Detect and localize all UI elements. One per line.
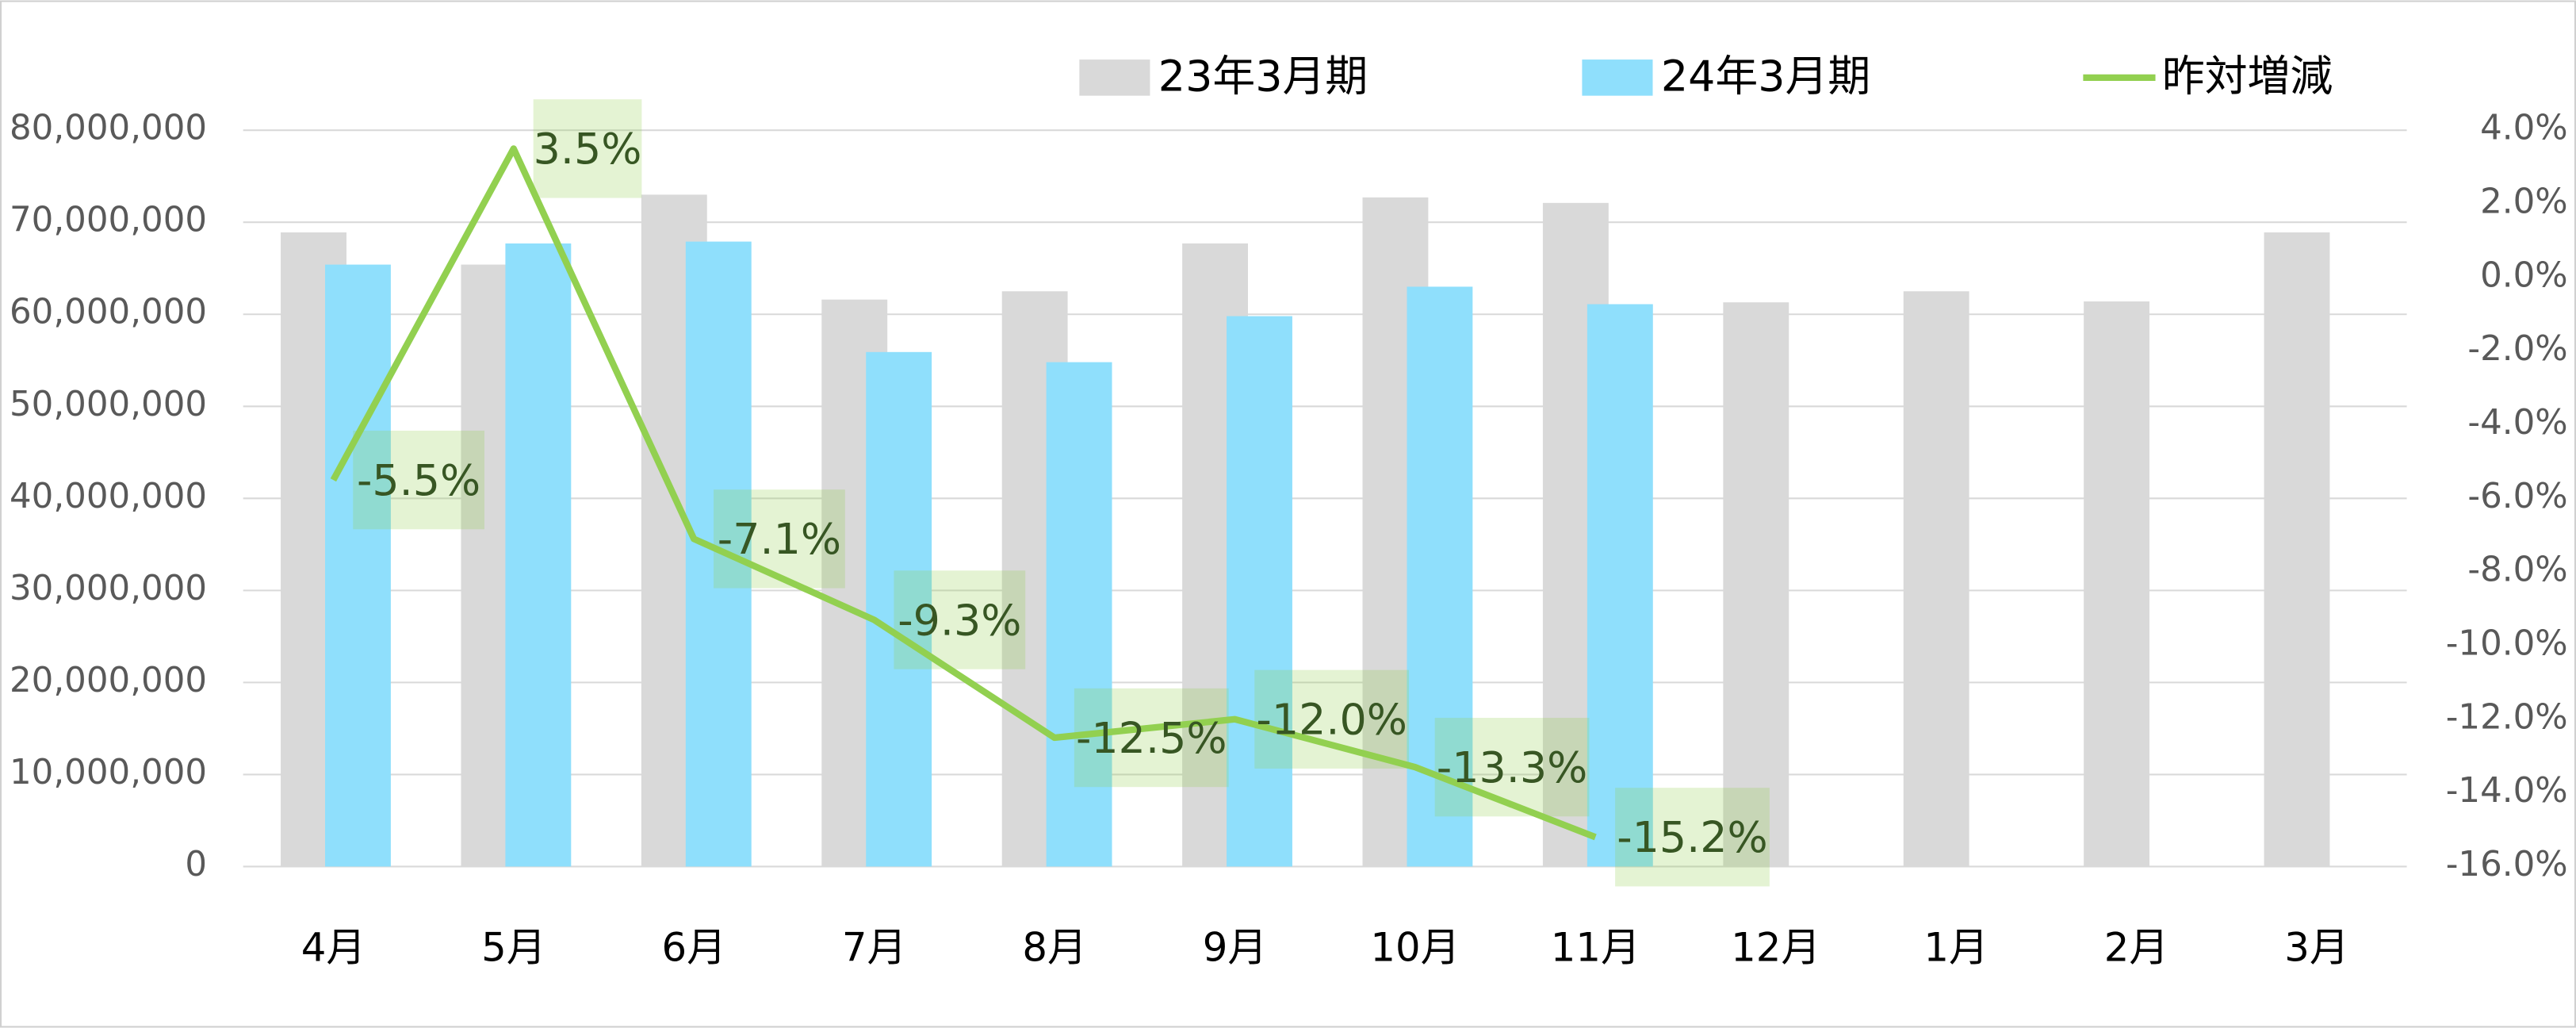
x-tick-label: 2月 xyxy=(2104,925,2168,971)
x-tick-label: 6月 xyxy=(662,925,726,971)
y2-tick-label: 4.0% xyxy=(2480,109,2568,148)
line xyxy=(330,145,1597,841)
y-tick-label: 0 xyxy=(185,845,207,884)
y2-tick-label: -12.0% xyxy=(2446,697,2568,737)
y2-tick-label: -4.0% xyxy=(2467,403,2567,443)
data-label-box xyxy=(533,99,642,198)
y-tick-label: 60,000,000 xyxy=(10,293,207,332)
x-tick-label: 4月 xyxy=(301,925,366,971)
bar xyxy=(505,243,572,867)
y2-tick-label: -2.0% xyxy=(2467,329,2567,369)
y2-tick-label: -6.0% xyxy=(2467,477,2567,516)
y-tick-label: 80,000,000 xyxy=(10,109,207,148)
y2-tick-label: 0.0% xyxy=(2480,255,2568,295)
x-tick-label: 12月 xyxy=(1731,925,1820,971)
data-label: -9.3% xyxy=(898,595,1021,645)
bar xyxy=(2084,301,2150,867)
x-tick-label: 11月 xyxy=(1551,925,1640,971)
x-tick-label: 5月 xyxy=(481,925,545,971)
legend-label: 23年3月期 xyxy=(1158,52,1368,102)
bar xyxy=(325,264,391,867)
bar xyxy=(866,351,932,867)
bar xyxy=(1046,362,1112,867)
data-label-box xyxy=(894,570,1026,669)
bar xyxy=(1227,316,1292,867)
bar xyxy=(685,241,752,867)
y2-tick-label: -8.0% xyxy=(2467,550,2567,590)
bar xyxy=(1587,304,1653,867)
x-tick-label: 3月 xyxy=(2284,925,2348,971)
data-label: -12.5% xyxy=(1076,713,1227,763)
data-label-box xyxy=(353,430,485,530)
y2-tick-label: -10.0% xyxy=(2446,623,2568,663)
data-label: -7.1% xyxy=(718,514,841,564)
y-tick-label: 40,000,000 xyxy=(10,477,207,516)
bar xyxy=(1723,302,1789,867)
data-label: -13.3% xyxy=(1437,742,1588,792)
data-label-box xyxy=(714,489,845,589)
y-tick-label: 20,000,000 xyxy=(10,661,207,700)
bar xyxy=(1903,291,1969,867)
legend-label: 24年3月期 xyxy=(1661,52,1870,102)
data-label: -15.2% xyxy=(1617,812,1768,862)
y2-tick-label: -14.0% xyxy=(2446,771,2568,811)
legend-swatch xyxy=(1079,59,1150,96)
x-tick-label: 10月 xyxy=(1370,925,1460,971)
x-tick-label: 8月 xyxy=(1022,925,1086,971)
data-label-box xyxy=(1074,688,1229,788)
bar xyxy=(2264,232,2330,867)
y2-tick-label: -16.0% xyxy=(2446,845,2568,884)
legend-swatch xyxy=(1582,59,1653,96)
y-tick-label: 10,000,000 xyxy=(10,753,207,792)
data-label-box xyxy=(1434,717,1590,817)
data-label: -12.0% xyxy=(1256,695,1407,745)
y-tick-label: 50,000,000 xyxy=(10,385,207,424)
legend-label: 昨対増減 xyxy=(2162,52,2333,102)
data-label: 3.5% xyxy=(534,124,642,174)
y-tick-label: 30,000,000 xyxy=(10,569,207,608)
y2-tick-label: 2.0% xyxy=(2480,182,2568,222)
data-label: -5.5% xyxy=(357,455,480,505)
y-tick-label: 70,000,000 xyxy=(10,201,207,240)
data-label-box xyxy=(1254,669,1410,769)
x-tick-label: 1月 xyxy=(1923,925,1988,971)
x-tick-label: 7月 xyxy=(842,925,906,971)
data-label-box xyxy=(1615,788,1770,887)
x-tick-label: 9月 xyxy=(1203,925,1267,971)
